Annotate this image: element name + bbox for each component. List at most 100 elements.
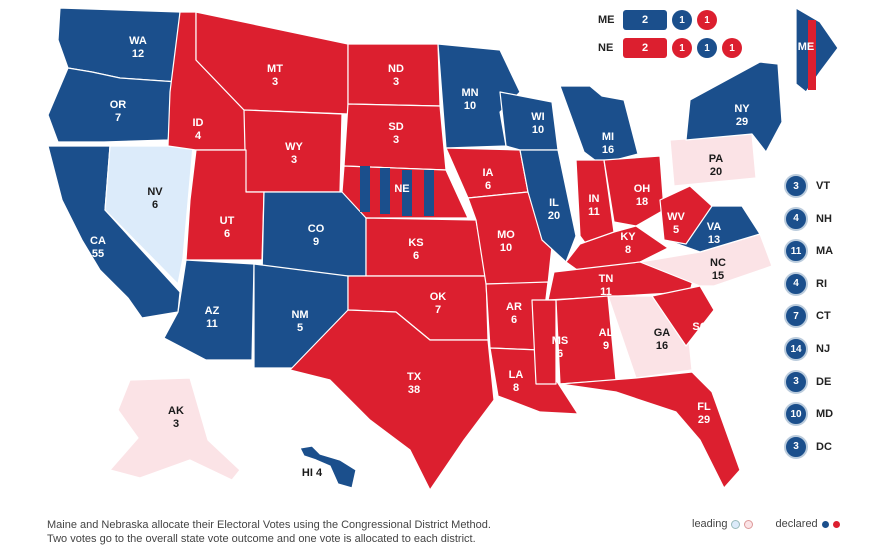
- state-label-wi: WI: [531, 111, 544, 123]
- state-votes-nm: 5: [297, 322, 303, 334]
- small-state-ma[interactable]: 11 MA: [784, 239, 834, 264]
- state-label-nm: NM: [291, 309, 308, 321]
- small-state-ct[interactable]: 7 CT: [784, 304, 831, 329]
- state-votes-il: 20: [548, 210, 560, 222]
- state-label-ne: NE: [394, 183, 409, 195]
- legend-lean-rep-dot: [744, 519, 754, 529]
- small-state-votes: 4: [784, 271, 808, 296]
- legend-leading-label: leading: [692, 518, 728, 530]
- state-fl[interactable]: [559, 371, 741, 489]
- state-ny[interactable]: [685, 61, 783, 153]
- state-tx[interactable]: [289, 309, 495, 491]
- district-2-vote[interactable]: 1: [697, 10, 717, 30]
- small-state-name: MA: [816, 245, 834, 258]
- state-votes-wy: 3: [291, 154, 297, 166]
- small-state-votes: 3: [784, 434, 808, 459]
- district-3-vote[interactable]: 1: [722, 38, 742, 58]
- state-label-ga: GA: [654, 327, 671, 339]
- state-label-pa: PA: [709, 153, 724, 165]
- state-label-ky: KY: [620, 231, 636, 243]
- legend-rep-dot: [832, 520, 840, 528]
- state-votes-ia: 6: [485, 180, 491, 192]
- state-votes-ak: 3: [173, 418, 179, 430]
- small-state-votes: 4: [784, 206, 808, 231]
- small-state-ri[interactable]: 4 RI: [784, 271, 827, 296]
- state-label-mt: MT: [267, 63, 283, 75]
- state-label-nv: NV: [147, 186, 163, 198]
- state-sc[interactable]: [651, 285, 715, 347]
- small-state-nj[interactable]: 14 NJ: [784, 337, 830, 361]
- state-label-ny: NY: [734, 103, 750, 115]
- small-state-name: NH: [816, 212, 832, 225]
- nebraska-district-stripe: [380, 168, 390, 214]
- state-votes-tx: 38: [408, 384, 420, 396]
- state-label-fl: FL: [697, 401, 711, 413]
- state-votes-ky: 8: [625, 244, 631, 256]
- state-label-tx: TX: [407, 371, 422, 383]
- state-votes-mt: 3: [272, 76, 278, 88]
- state-label-mo: MO: [497, 229, 515, 241]
- state-votes-wv: 5: [673, 224, 679, 236]
- legend: leading declared: [692, 518, 840, 530]
- state-votes-la: 8: [513, 382, 519, 394]
- state-label-wa: WA: [129, 35, 147, 47]
- state-label-or: OR: [110, 99, 127, 111]
- state-me[interactable]: [795, 7, 839, 93]
- state-label-me: ME: [798, 41, 815, 53]
- state-label-tn: TN: [599, 273, 614, 285]
- state-label-ar: AR: [506, 301, 522, 313]
- state-hi[interactable]: [299, 445, 357, 489]
- district-state-name: NE: [598, 42, 614, 54]
- state-votes-tn: 11: [600, 286, 612, 298]
- state-votes-ga: 16: [656, 340, 668, 352]
- small-state-md[interactable]: 10 MD: [784, 402, 833, 427]
- state-votes-ut: 6: [224, 228, 230, 240]
- small-state-vt[interactable]: 3 VT: [784, 174, 830, 198]
- small-state-dc[interactable]: 3 DC: [784, 434, 832, 459]
- legend-lean-dem-dot: [731, 519, 741, 529]
- state-wi[interactable]: [499, 91, 559, 151]
- state-votes-wi: 10: [532, 124, 544, 136]
- state-votes-nc: 15: [712, 270, 724, 282]
- district-overall-votes[interactable]: 2: [623, 38, 667, 58]
- state-label-ks: KS: [408, 237, 423, 249]
- district-2-vote[interactable]: 1: [697, 38, 717, 58]
- small-state-nh[interactable]: 4 NH: [784, 206, 832, 231]
- state-wv[interactable]: [659, 185, 713, 245]
- nebraska-district-stripe: [402, 170, 412, 216]
- state-votes-nv: 6: [152, 199, 158, 211]
- state-votes-mn: 10: [464, 100, 476, 112]
- state-label-ia: IA: [483, 167, 494, 179]
- state-votes-az: 11: [206, 318, 218, 330]
- district-1-vote[interactable]: 1: [672, 38, 692, 58]
- state-oh[interactable]: [603, 155, 665, 227]
- nebraska-district-stripe: [360, 166, 370, 212]
- district-1-vote[interactable]: 1: [672, 10, 692, 30]
- footnote-line-2: Two votes go to the overall state vote o…: [47, 533, 476, 545]
- state-votes-co: 9: [313, 236, 319, 248]
- state-ms[interactable]: [531, 299, 557, 385]
- state-label-la: LA: [509, 369, 524, 381]
- small-state-name: CT: [816, 310, 831, 323]
- small-state-de[interactable]: 3 DE: [784, 369, 832, 394]
- state-votes-ms: 6: [557, 348, 563, 360]
- small-state-votes: 7: [784, 304, 808, 329]
- state-label-hi: HI 4: [302, 467, 323, 479]
- state-ak[interactable]: [109, 377, 241, 481]
- small-state-votes: 3: [784, 174, 808, 198]
- small-state-name: VT: [816, 180, 831, 192]
- state-mi[interactable]: [559, 85, 639, 165]
- state-nd[interactable]: [347, 43, 441, 107]
- maine-district-stripe: [808, 20, 816, 90]
- state-ks[interactable]: [365, 217, 487, 277]
- state-label-co: CO: [308, 223, 325, 235]
- state-votes-fl: 29: [698, 414, 710, 426]
- state-label-oh: OH: [634, 183, 651, 195]
- small-state-name: DE: [816, 375, 832, 388]
- district-overall-votes[interactable]: 2: [623, 10, 667, 30]
- state-votes-in: 11: [588, 206, 600, 218]
- state-label-ms: MS: [552, 335, 569, 347]
- state-label-wy: WY: [285, 141, 303, 153]
- state-votes-ks: 6: [413, 250, 419, 262]
